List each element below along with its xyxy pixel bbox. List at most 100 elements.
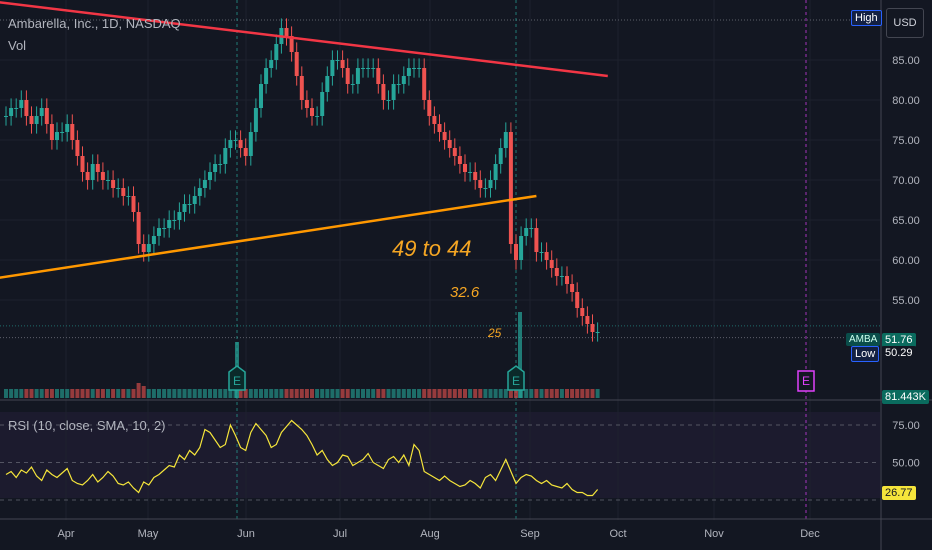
volume-value-tag: 81.443K [882,390,929,404]
rsi-legend: RSI (10, close, SMA, 10, 2) [8,418,166,433]
volume-bar [4,389,8,398]
earnings-marker-letter: E [512,374,520,388]
volume-bar [595,389,600,398]
candle-body [376,68,381,84]
candle-body [381,84,386,100]
volume-bar [580,389,585,398]
earnings-marker-letter: E [802,374,810,388]
candle-body [259,84,263,108]
volume-bar [274,389,279,398]
volume-bar [412,389,416,398]
volume-bar [442,389,447,398]
candle-body [463,164,467,172]
candle-body [503,132,508,148]
price-tick-label: 65.00 [892,215,920,227]
volume-bar [187,389,192,398]
volume-bar [213,389,218,398]
volume-bar [223,389,228,398]
candle-body [514,244,518,260]
candle-body [565,276,569,284]
candle-body [366,68,371,69]
candle-body [549,260,554,268]
volume-bar [549,389,554,398]
candle-body [243,148,248,156]
volume-bar [208,389,212,398]
volume-bar [355,389,360,398]
x-tick-label: Sep [520,528,540,540]
volume-bar [570,389,575,398]
x-tick-label: Dec [800,528,820,540]
candle-body [412,68,416,69]
candle-body [299,76,304,100]
candle-body [202,180,207,188]
support-trendline [0,194,537,279]
candle-body [44,108,49,124]
annotation-3: 25 [488,326,502,340]
candle-body [575,292,580,308]
candle-body [228,140,233,148]
volume-bar [95,389,100,398]
volume-bar [9,389,14,398]
volume-bar [325,389,330,398]
volume-bar [259,389,263,398]
volume-bar [248,389,253,398]
volume-bar [565,389,569,398]
volume-bar [473,389,478,398]
candle-body [264,68,269,84]
volume-bar [529,389,534,398]
volume-bar [320,389,325,398]
volume-bar [422,389,427,398]
candle-body [371,68,376,69]
candle-body [253,108,258,132]
candle-body [570,284,575,292]
x-tick-label: Jul [333,528,347,540]
candle-body [162,228,167,229]
volume-bar [202,389,207,398]
volume-bar [253,389,258,398]
candle-body [396,84,401,85]
volume-bar [294,389,299,398]
candle-body [544,252,549,260]
volume-bar [330,389,335,398]
volume-bar [498,389,503,398]
volume-bar [75,389,80,398]
candle-body [151,236,156,244]
candle-body [310,108,314,116]
candle-body [213,164,218,172]
volume-bar [554,389,559,398]
candle-body [238,140,243,148]
candle-body [75,140,80,156]
volume-bar [575,389,580,398]
volume-bar [19,389,24,398]
volume-bar [514,389,518,398]
candle-body [172,220,177,221]
candle-body [182,204,187,212]
candle-body [233,140,238,141]
volume-bar [121,389,126,398]
candle-body [187,204,192,205]
volume-bar [44,389,49,398]
candle-body [116,188,121,189]
x-tick-label: Oct [609,528,626,540]
currency-button[interactable]: USD [886,8,924,38]
candle-body [432,116,437,124]
volume-bar [136,383,141,398]
candle-body [335,60,340,61]
candle-body [534,228,539,252]
volume-bar [192,389,197,398]
candle-body [121,188,126,196]
price-tick-label: 85.00 [892,55,920,67]
volume-bar [401,389,406,398]
volume-bar [488,389,493,398]
candle-body [60,132,65,133]
volume-bar [590,389,595,398]
volume-bar [111,389,116,398]
x-tick-label: Nov [704,528,724,540]
candle-body [437,124,442,132]
rsi-line [5,419,599,497]
volume-bar [70,389,75,398]
volume-bar [345,389,350,398]
volume-bar [269,389,274,398]
candle-body [330,60,335,76]
